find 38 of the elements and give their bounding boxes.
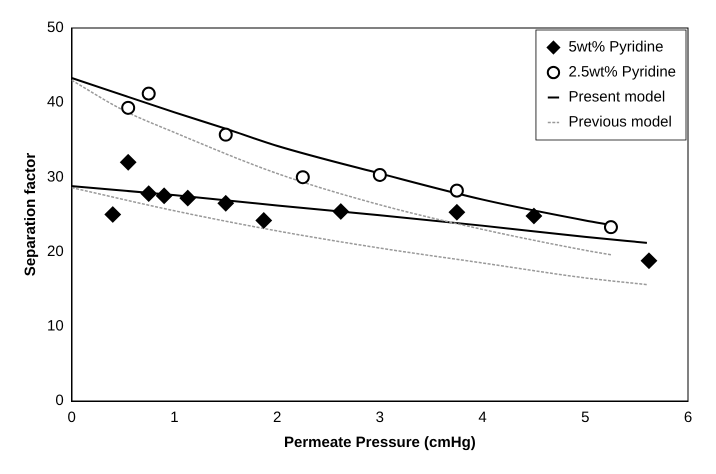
point [121, 100, 136, 115]
x-tick-label: 2 [272, 409, 282, 426]
point [156, 188, 172, 204]
x-tick-label: 5 [581, 409, 590, 426]
point [120, 154, 136, 170]
point [604, 220, 618, 234]
y-tick-label: 50 [46, 19, 64, 36]
y-tick-label: 30 [46, 168, 64, 186]
legend-label: 2.5wt% Pyridine [568, 64, 676, 81]
point [180, 190, 196, 206]
x-tick-label: 4 [478, 409, 487, 426]
point [372, 168, 387, 182]
point [218, 128, 233, 142]
point [448, 204, 465, 220]
point [640, 252, 657, 269]
y-tick-label: 0 [55, 392, 64, 410]
point [218, 195, 234, 212]
x-tick-label: 3 [376, 409, 384, 426]
y-tick-label: 10 [46, 318, 64, 335]
point [256, 212, 272, 228]
legend-label: 5wt% Pyridine [568, 38, 664, 56]
x-tick-label: 0 [68, 409, 76, 426]
x-tick-label: 1 [170, 409, 179, 426]
x-axis-title: Permeate Pressure (cmHg) [284, 434, 476, 452]
legend-label: Present model [568, 88, 666, 106]
point [526, 208, 542, 224]
point [104, 206, 121, 222]
point [450, 184, 464, 198]
y-tick-label: 40 [46, 94, 64, 111]
x-tick-label: 6 [684, 409, 692, 426]
line-series [72, 186, 648, 286]
y-axis-title: Separation factor [22, 152, 40, 276]
point [296, 170, 310, 184]
point [332, 204, 349, 220]
legend-label: Previous model [568, 114, 672, 131]
y-tick-label: 20 [46, 242, 64, 260]
point [140, 186, 157, 202]
point [142, 86, 156, 101]
